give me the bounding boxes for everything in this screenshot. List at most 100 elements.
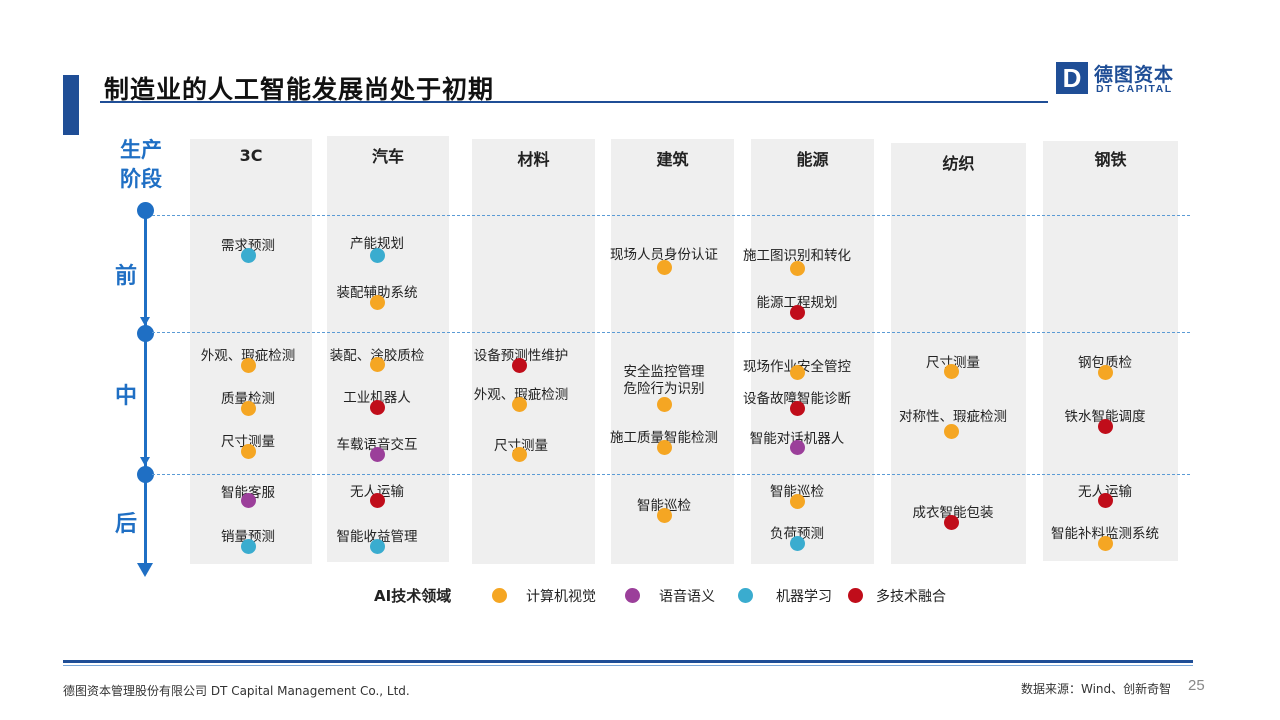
tech-dot-ml (241, 539, 256, 554)
application-label: 尺寸测量 (926, 355, 980, 371)
legend-label-multi: 多技术融合 (876, 589, 946, 605)
application-label: 对称性、瑕疵检测 (899, 409, 1007, 425)
tech-dot-multi (370, 400, 385, 415)
legend-dot-multi (848, 588, 863, 603)
column-background (891, 143, 1026, 564)
stage-axis-line (144, 210, 147, 566)
application-label: 工业机器人 (343, 390, 411, 406)
application-label: 车载语音交互 (336, 437, 418, 453)
legend-dot-ml (738, 588, 753, 603)
application-label: 无人运输 (350, 484, 404, 500)
axis-title-line2: 阶段 (120, 167, 162, 191)
footer-rule (63, 660, 1193, 663)
column-header: 纺织 (942, 154, 975, 173)
tech-dot-multi (370, 493, 385, 508)
column-background (1043, 141, 1178, 561)
stage-axis-arrow-icon (137, 563, 153, 577)
column-header: 钢铁 (1094, 150, 1127, 169)
logo-mark-icon: D (1056, 62, 1088, 94)
page-title: 制造业的人工智能发展尚处于初期 (104, 75, 495, 104)
tech-dot-cv (657, 440, 672, 455)
column-header: 3C (239, 146, 263, 165)
application-label: 负荷预测 (770, 526, 824, 542)
application-label-line: 安全监控管理 (623, 364, 705, 380)
application-label: 铁水智能调度 (1064, 409, 1146, 425)
tech-dot-cv (790, 261, 805, 276)
application-label: 尺寸测量 (494, 438, 548, 454)
application-label: 成衣智能包装 (912, 505, 994, 521)
footer-rule-thin (63, 665, 1193, 666)
tech-dot-multi (790, 305, 805, 320)
tech-dot-voice (241, 493, 256, 508)
tech-dot-cv (790, 365, 805, 380)
application-label: 智能收益管理 (336, 529, 418, 545)
stage-axis-dot-mid-post (137, 466, 154, 483)
tech-dot-cv (370, 295, 385, 310)
tech-dot-cv (657, 397, 672, 412)
tech-dot-cv (1098, 536, 1113, 551)
application-label: 钢包质检 (1078, 355, 1132, 371)
tech-dot-multi (1098, 493, 1113, 508)
tech-dot-cv (512, 447, 527, 462)
application-label: 能源工程规划 (756, 295, 838, 311)
legend-title: AI技术领域 (374, 587, 452, 605)
tech-dot-cv (790, 494, 805, 509)
application-label: 智能对话机器人 (749, 431, 845, 447)
column-header: 能源 (796, 150, 829, 169)
tech-dot-cv (657, 508, 672, 523)
application-label: 智能巡检 (637, 498, 691, 514)
logo-name-en: DT CAPITAL (1096, 83, 1173, 95)
stage-label-mid: 中 (115, 384, 138, 409)
column-header: 建筑 (656, 150, 689, 169)
title-underline (100, 101, 1048, 103)
column-header: 汽车 (371, 147, 404, 166)
column-header: 材料 (517, 150, 550, 169)
column-background (327, 136, 449, 562)
tech-dot-cv (1098, 365, 1113, 380)
application-label: 外观、瑕疵检测 (473, 387, 569, 403)
application-label: 安全监控管理 危险行为识别 (624, 364, 705, 398)
tech-dot-ml (241, 248, 256, 263)
stage-axis-arrowhead-icon (140, 317, 150, 326)
stage-label-post: 后 (115, 512, 138, 537)
tech-dot-cv (241, 401, 256, 416)
application-label: 销量预测 (221, 529, 275, 545)
legend-label-cv: 计算机视觉 (526, 589, 596, 605)
tech-dot-cv (370, 357, 385, 372)
footer-company: 德图资本管理股份有限公司 DT Capital Management Co., … (63, 684, 410, 698)
application-label: 设备预测性维护 (473, 348, 569, 364)
column-background (472, 139, 595, 564)
legend-dot-cv (492, 588, 507, 603)
application-label: 智能补料监测系统 (1051, 526, 1159, 542)
application-label: 设备故障智能诊断 (743, 391, 851, 407)
logo-name-cn: 德图资本 (1094, 64, 1175, 86)
application-label: 装配辅助系统 (336, 285, 418, 301)
data-source: 数据来源：Wind、创新奇智 (1021, 682, 1172, 696)
tech-dot-multi (944, 515, 959, 530)
tech-dot-cv (944, 364, 959, 379)
application-label-line: 危险行为识别 (623, 381, 705, 397)
column-background (751, 139, 874, 564)
tech-dot-cv (657, 260, 672, 275)
tech-dot-ml (790, 536, 805, 551)
tech-dot-cv (512, 397, 527, 412)
tech-dot-cv (944, 424, 959, 439)
tech-dot-multi (512, 358, 527, 373)
stage-divider-mid-post (152, 474, 1190, 475)
legend-label-ml: 机器学习 (776, 589, 832, 605)
application-label: 无人运输 (1078, 484, 1132, 500)
stage-divider-start (152, 215, 1190, 216)
company-logo: D 德图资本 DT CAPITAL (1056, 62, 1186, 98)
application-label: 智能巡检 (770, 484, 824, 500)
tech-dot-voice (370, 447, 385, 462)
tech-dot-cv (241, 444, 256, 459)
application-label: 外观、瑕疵检测 (200, 348, 296, 364)
tech-dot-voice (790, 440, 805, 455)
application-label: 施工质量智能检测 (610, 430, 718, 446)
application-label: 施工图识别和转化 (743, 248, 851, 264)
tech-dot-ml (370, 248, 385, 263)
axis-title: 生产 阶段 (115, 136, 167, 194)
tech-dot-multi (790, 401, 805, 416)
application-label: 需求预测 (221, 238, 275, 254)
stage-axis-arrowhead-icon (140, 457, 150, 466)
